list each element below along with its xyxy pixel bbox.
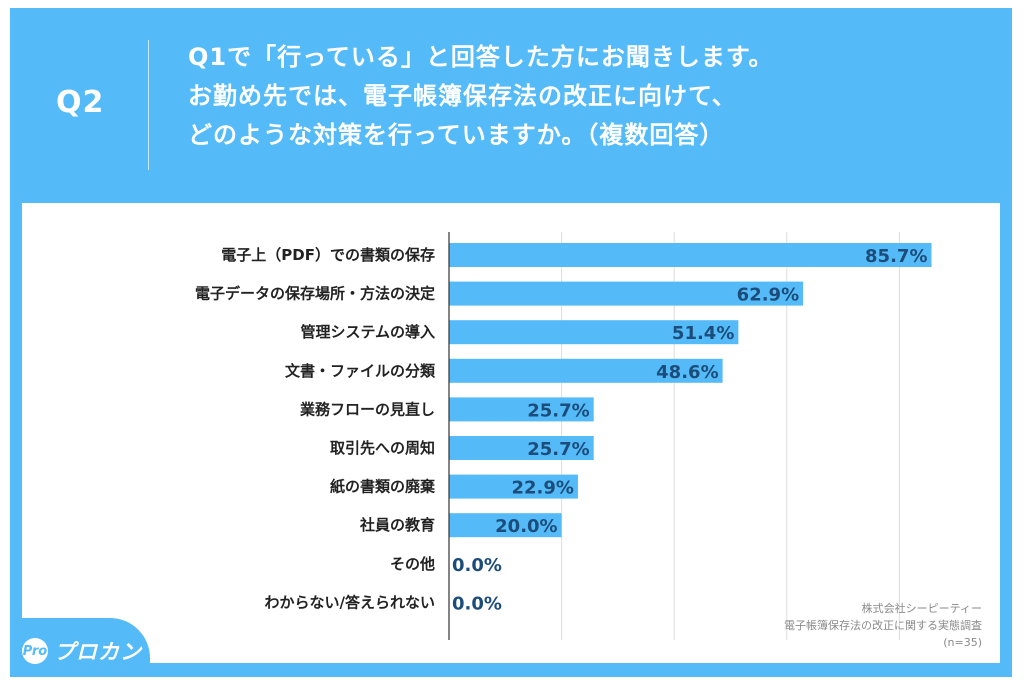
bar [449,281,804,306]
source-survey: 電子帳簿保存法の改正に関する実態調査 [784,619,982,632]
bar [449,320,739,345]
value-label: 22.9% [511,478,573,499]
question-text: Q1で「行っている」と回答した方にお聞きします。 お勤め先では、電子帳簿保存法の… [188,38,774,155]
category-label: 電子データの保存場所・方法の決定 [195,285,435,303]
question-line-1: Q1で「行っている」と回答した方にお聞きします。 [188,43,774,71]
value-label: 20.0% [495,516,557,537]
bar [449,474,578,499]
bar [449,358,723,383]
category-label: 管理システムの導入 [300,323,435,341]
source-company: 株式会社シーピーティー [861,602,982,615]
bar [449,436,594,460]
category-label: その他 [390,555,435,573]
value-label: 0.0% [452,555,502,576]
value-label: 51.4% [672,323,734,344]
category-label: 電子上（PDF）での書類の保存 [221,246,435,264]
source-sample-size: (n=35) [943,636,982,649]
bar [449,513,562,538]
category-label: 社員の教育 [359,516,435,534]
category-label: 文書・ファイルの分類 [285,362,436,380]
category-label: 業務フローの見直し [299,400,435,418]
question-line-3: どのような対策を行っていますか。（複数回答） [188,121,725,149]
question-line-2: お勤め先では、電子帳簿保存法の改正に向けて、 [188,82,737,110]
source-note: 株式会社シーピーティー 電子帳簿保存法の改正に関する実態調査 (n=35) [784,600,982,651]
brand-logo: Pro プロカン [22,636,142,666]
category-label: わからない/答えられない [265,593,435,611]
bar [449,243,932,267]
value-label: 25.7% [527,400,589,421]
chart-panel [22,203,1000,663]
category-label: 取引先への周知 [330,439,435,457]
value-label: 0.0% [452,593,502,614]
logo-text: プロカン [54,640,142,664]
logo-flag-icon: Pro [22,638,48,664]
category-label: 紙の書類の廃棄 [330,478,436,496]
bar [449,397,594,422]
value-label: 62.9% [737,285,799,306]
header-divider [148,40,149,170]
value-label: 85.7% [865,246,927,267]
question-number: Q2 [56,85,105,120]
value-label: 25.7% [527,439,589,460]
value-label: 48.6% [656,362,718,383]
